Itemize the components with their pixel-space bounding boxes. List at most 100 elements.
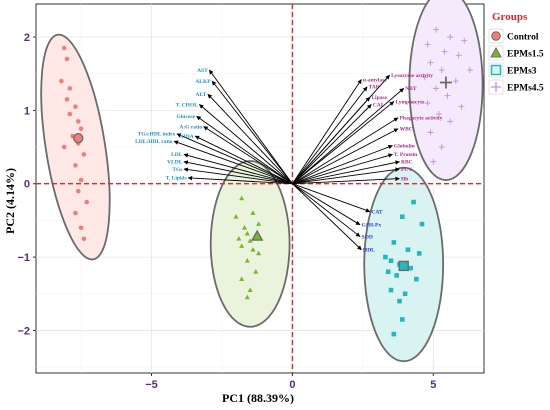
point-epms1-5 [253,269,259,274]
vector-ldl [183,153,293,185]
point-epms1-5 [247,238,253,243]
x-axis-title: PC1 (88.39%) [222,391,294,405]
legend-marker-epms4-5 [491,82,501,92]
point-control [73,104,78,110]
vector-ast [208,69,293,184]
ellipse-epms1-5 [209,160,291,328]
vector-nida [194,135,293,185]
vector-t-protein [292,153,393,185]
vector-label-ldl-hdl-ratio: LDL:HDL ratio [135,139,173,145]
reference-lines [36,4,484,373]
vector-label-cai: CAI [373,102,383,108]
vector-label-hb: Hb [401,176,408,182]
x-tick-label: 5 [430,379,436,391]
point-epms4-5 [435,111,442,118]
point-control [61,144,67,150]
vector-hb [292,176,400,185]
point-epms4-5 [458,103,465,110]
vector-label-rbc: RBC [401,160,413,166]
point-epms4-5 [427,129,434,136]
vector-a-g-ratio [203,126,293,185]
vector-label-ast: AST [197,68,208,74]
vector-label-tgs-hdl-index: TGs:HDL index [138,132,176,138]
vector-glucose [196,115,293,185]
point-control [67,111,73,117]
vector-vldl [183,160,293,185]
vector-lymphocyte [292,101,395,185]
legend-marker-control [491,31,501,41]
point-epms1-5 [247,287,253,292]
vector-label-alt: ALT [196,92,207,98]
vector-label-t-chol: T. CHOL [176,102,199,108]
point-epms4-5 [447,118,454,125]
legend-label-epms4-5: EPMs4.5 [507,84,544,94]
point-epms4-5 [438,67,445,74]
point-epms1-5 [250,210,256,215]
point-epms3 [414,276,419,282]
point-epms1-5 [239,243,245,248]
point-epms3 [388,287,394,293]
point-epms3 [416,251,422,256]
vector-cai [292,104,372,185]
vector-globulin [292,144,393,185]
point-epms4-5 [441,48,448,55]
point-control [59,78,64,84]
point-epms4-5 [424,100,431,107]
point-control [78,126,84,132]
legend-label-epms3: EPMs3 [507,67,537,77]
point-epms4-5 [455,52,462,59]
vector-t-chol [199,104,293,185]
vector-t-lipids [187,175,293,185]
y-tick-label: 0 [24,179,30,191]
point-epms4-5 [421,74,428,81]
centroid-epms1-5 [250,229,264,241]
point-epms4-5 [433,85,440,92]
point-epms1-5 [250,246,256,252]
point-epms3 [408,265,414,271]
vector-lysozyme-activity [292,74,390,185]
point-epms3 [385,269,391,275]
point-epms3 [405,247,411,253]
legend-marker-epms1-5 [490,46,502,58]
point-control [75,119,81,124]
point-control [73,210,78,216]
vector-label-sod: SOD [362,234,373,240]
vector-tgs-hdl-index [176,133,293,185]
legend-title: Groups [492,11,528,23]
vector-phagocyte-activity [292,117,399,185]
vector-label-globulin: Globulin [394,143,415,149]
legend-marker-epms3 [490,64,502,76]
vector-label-vldl: VLDL [167,160,183,166]
vector-label-hdl: HDL [363,248,375,254]
vector-label-lipase: Lipase [371,95,387,101]
y-tick-label: −1 [17,252,30,264]
point-epms4-5 [427,59,434,66]
vector-sod [292,183,361,237]
vector-label-t-protein: T. Protein [394,152,417,158]
centroid-epms3 [398,260,409,272]
vector-hdl [292,183,362,251]
point-epms1-5 [239,195,245,201]
point-epms1-5 [244,257,250,263]
loading-vectors: AST ALKP ALT T. CHOL Glucose A:G ratioTGs:HDL… [135,68,443,254]
y-tick-label: 2 [24,32,30,44]
x-tick-label: −5 [145,379,158,391]
point-epms3 [411,199,416,205]
point-epms3 [397,298,402,304]
ellipse-control [40,33,111,261]
point-epms1-5 [244,230,250,236]
point-epms4-5 [444,92,451,99]
vector-alkp [211,80,293,185]
vector-label-pcv: PCV [401,167,412,173]
vector-label-phagocyte-activity: Phagocyte activity [400,116,443,122]
point-epms4-5 [433,26,440,33]
vector-tgs [183,167,293,185]
point-control [67,86,73,91]
point-epms3 [402,291,408,297]
centroid-epms4-5 [439,76,452,89]
point-epms4-5 [466,67,473,74]
point-epms1-5 [236,235,242,241]
point-epms1-5 [233,213,239,219]
point-epms3 [399,317,405,322]
